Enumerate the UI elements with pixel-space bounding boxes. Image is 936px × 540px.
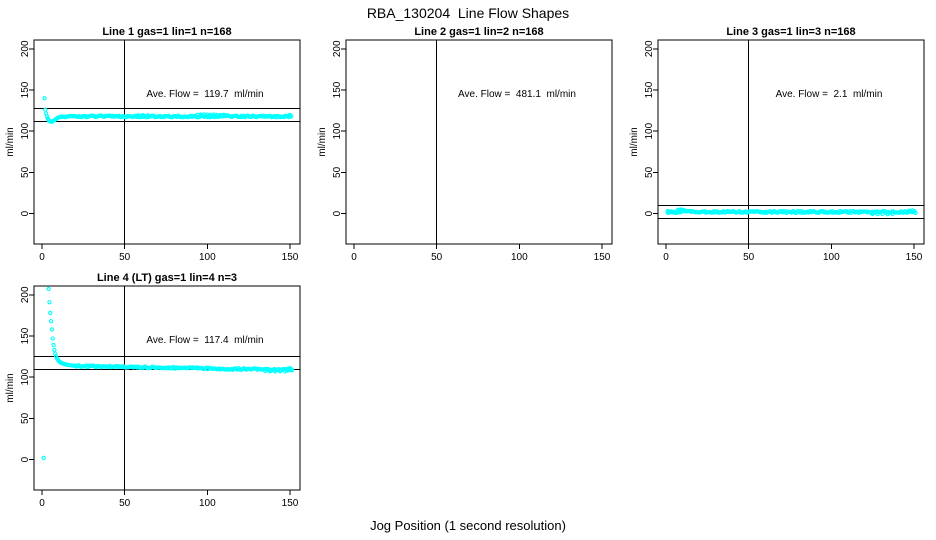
ave-flow-annotation: Ave. Flow = 481.1 ml/min: [458, 89, 576, 100]
ave-flow-annotation: Ave. Flow = 2.1 ml/min: [776, 89, 883, 100]
data-point: [42, 96, 47, 101]
x-tick-label: 150: [282, 498, 299, 509]
data-point: [48, 310, 53, 316]
plot-box: [33, 285, 301, 491]
x-tick-label: 100: [199, 252, 216, 263]
data-point: [910, 208, 915, 213]
plot-box: [657, 39, 925, 245]
panel-line2-canvas: Line 2 gas=1 lin=2 n=168 ml/min 0 50 100 150 2…: [317, 26, 613, 263]
ave-flow-annotation: Ave. Flow = 117.4 ml/min: [146, 335, 263, 346]
x-tick-label: 0: [39, 498, 45, 509]
y-axis-unit-label: ml/min: [5, 373, 16, 402]
x-tick-label: 100: [511, 252, 528, 263]
data-point: [268, 369, 273, 374]
panel-title: Line 1 gas=1 lin=1 n=168: [102, 26, 231, 38]
data-point: [885, 212, 890, 217]
x-tick-label: 0: [39, 252, 45, 263]
y-tick-label: 100: [20, 122, 31, 139]
x-tick-label: 50: [119, 252, 131, 263]
data-point: [875, 211, 880, 217]
data-point: [46, 286, 51, 292]
y-tick-label: 50: [332, 166, 343, 178]
x-tick-label: 50: [431, 252, 443, 263]
y-tick-label: 50: [644, 166, 655, 178]
y-tick-label: 0: [20, 456, 31, 462]
ave-flow-annotation: Ave. Flow = 119.7 ml/min: [146, 89, 263, 100]
panel-line4: Line 4 (LT) gas=1 lin=4 n=3 ml/min 0 50 100 1…: [0, 270, 312, 516]
x-tick-label: 50: [743, 252, 755, 263]
data-point: [890, 211, 895, 217]
y-tick-label: 150: [20, 81, 31, 98]
panel-title: Line 3 gas=1 lin=3 n=168: [726, 26, 855, 38]
data-point: [53, 354, 59, 359]
data-point: [47, 300, 52, 305]
panel-line1: Line 1 gas=1 lin=1 n=168 ml/min 0 50 100 150 2…: [0, 24, 312, 270]
y-tick-label: 100: [644, 122, 655, 139]
y-tick-label: 100: [20, 368, 31, 385]
data-point: [140, 112, 146, 118]
data-point: [48, 319, 54, 324]
y-tick-label: 150: [20, 327, 31, 344]
data-point: [682, 208, 687, 213]
panel-line3-canvas: Line 3 gas=1 lin=3 n=168 ml/min 0 50 100 150 2…: [629, 26, 925, 263]
data-point: [272, 369, 278, 374]
y-axis-unit-label: ml/min: [317, 127, 328, 156]
data-point: [51, 342, 56, 348]
y-tick-label: 200: [20, 40, 31, 57]
x-tick-label: 150: [282, 252, 299, 263]
y-tick-label: 150: [644, 81, 655, 98]
y-tick-label: 50: [20, 166, 31, 178]
data-point: [145, 113, 150, 118]
panel-line1-canvas: Line 1 gas=1 lin=1 n=168 ml/min 0 50 100 150 2…: [5, 26, 301, 263]
data-point: [288, 366, 293, 371]
y-tick-label: 150: [332, 81, 343, 98]
x-tick-label: 150: [906, 252, 923, 263]
x-tick-label: 50: [119, 498, 131, 509]
y-axis-unit-label: ml/min: [629, 127, 640, 156]
data-points-group: [41, 286, 295, 461]
data-point: [282, 369, 288, 374]
data-point: [52, 347, 57, 353]
x-tick-label: 0: [663, 252, 669, 263]
x-tick-label: 100: [823, 252, 840, 263]
panel-line3: Line 3 gas=1 lin=3 n=168 ml/min 0 50 100 150 2…: [624, 24, 936, 270]
data-point: [913, 210, 918, 215]
data-point: [41, 455, 46, 461]
main-title: RBA_130204 Line Flow Shapes: [366, 5, 570, 21]
plot-box: [33, 39, 301, 245]
x-tick-label: 100: [199, 498, 216, 509]
y-tick-label: 0: [20, 210, 31, 216]
panel-title: Line 4 (LT) gas=1 lin=4 n=3: [97, 272, 237, 284]
panel-line4-canvas: Line 4 (LT) gas=1 lin=4 n=3 ml/min 0 50 100 1…: [5, 272, 301, 509]
data-point: [44, 114, 50, 119]
data-point: [50, 336, 55, 341]
y-tick-label: 200: [332, 40, 343, 57]
shared-x-axis-label: Jog Position (1 second resolution): [370, 518, 566, 533]
data-point: [135, 113, 141, 118]
panel-title: Line 2 gas=1 lin=2 n=168: [414, 26, 543, 38]
y-tick-label: 0: [332, 210, 343, 216]
y-tick-label: 0: [644, 210, 655, 216]
data-point: [287, 112, 293, 118]
data-point: [43, 107, 48, 112]
data-point: [263, 368, 268, 374]
x-tick-label: 150: [594, 252, 611, 263]
panels-grid: Line 1 gas=1 lin=1 n=168 ml/min 0 50 100 150 2…: [0, 24, 936, 516]
data-point: [225, 112, 230, 118]
y-tick-label: 200: [644, 40, 655, 57]
data-point: [880, 211, 885, 217]
data-points-group: [665, 207, 918, 217]
y-axis-unit-label: ml/min: [5, 127, 16, 156]
y-tick-label: 100: [332, 122, 343, 139]
x-tick-label: 0: [351, 252, 357, 263]
panel-line2: Line 2 gas=1 lin=2 n=168 ml/min 0 50 100 150 2…: [312, 24, 624, 270]
data-points-group: [42, 96, 294, 124]
y-tick-label: 50: [20, 412, 31, 424]
data-point: [277, 369, 283, 374]
data-point: [870, 211, 875, 217]
plot-box: [345, 39, 613, 245]
y-tick-label: 200: [20, 286, 31, 303]
data-point: [49, 327, 55, 332]
